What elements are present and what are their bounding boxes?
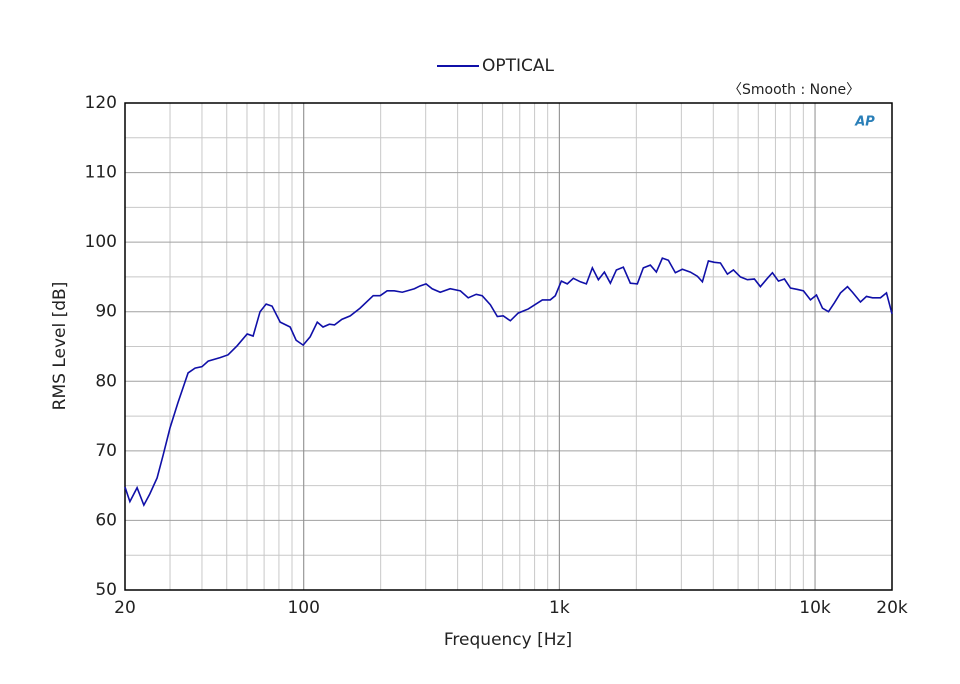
legend-label: OPTICAL: [482, 56, 555, 76]
x-tick-label: 20k: [876, 598, 908, 618]
y-tick-label: 50: [95, 580, 117, 600]
plot-frame: [124, 102, 893, 591]
y-tick-label: 90: [95, 302, 117, 322]
x-axis-label: Frequency [Hz]: [444, 630, 572, 650]
y-tick-label: 60: [95, 510, 117, 530]
x-tick-label: 20: [114, 598, 136, 618]
y-axis-label: RMS Level [dB]: [50, 282, 70, 411]
x-tick-label: 10k: [799, 598, 831, 618]
data-line: [124, 257, 893, 508]
y-tick-label: 70: [95, 441, 117, 461]
x-tick-label: 1k: [549, 598, 570, 618]
annotation: 〈Smooth : None〉: [728, 82, 860, 98]
y-tick-label: 110: [85, 163, 117, 183]
y-tick-label: 100: [85, 232, 117, 252]
x-tick-label: 100: [287, 598, 319, 618]
y-tick-label: 80: [95, 371, 117, 391]
y-tick-label: 120: [85, 93, 117, 113]
logo: AP: [854, 115, 875, 130]
